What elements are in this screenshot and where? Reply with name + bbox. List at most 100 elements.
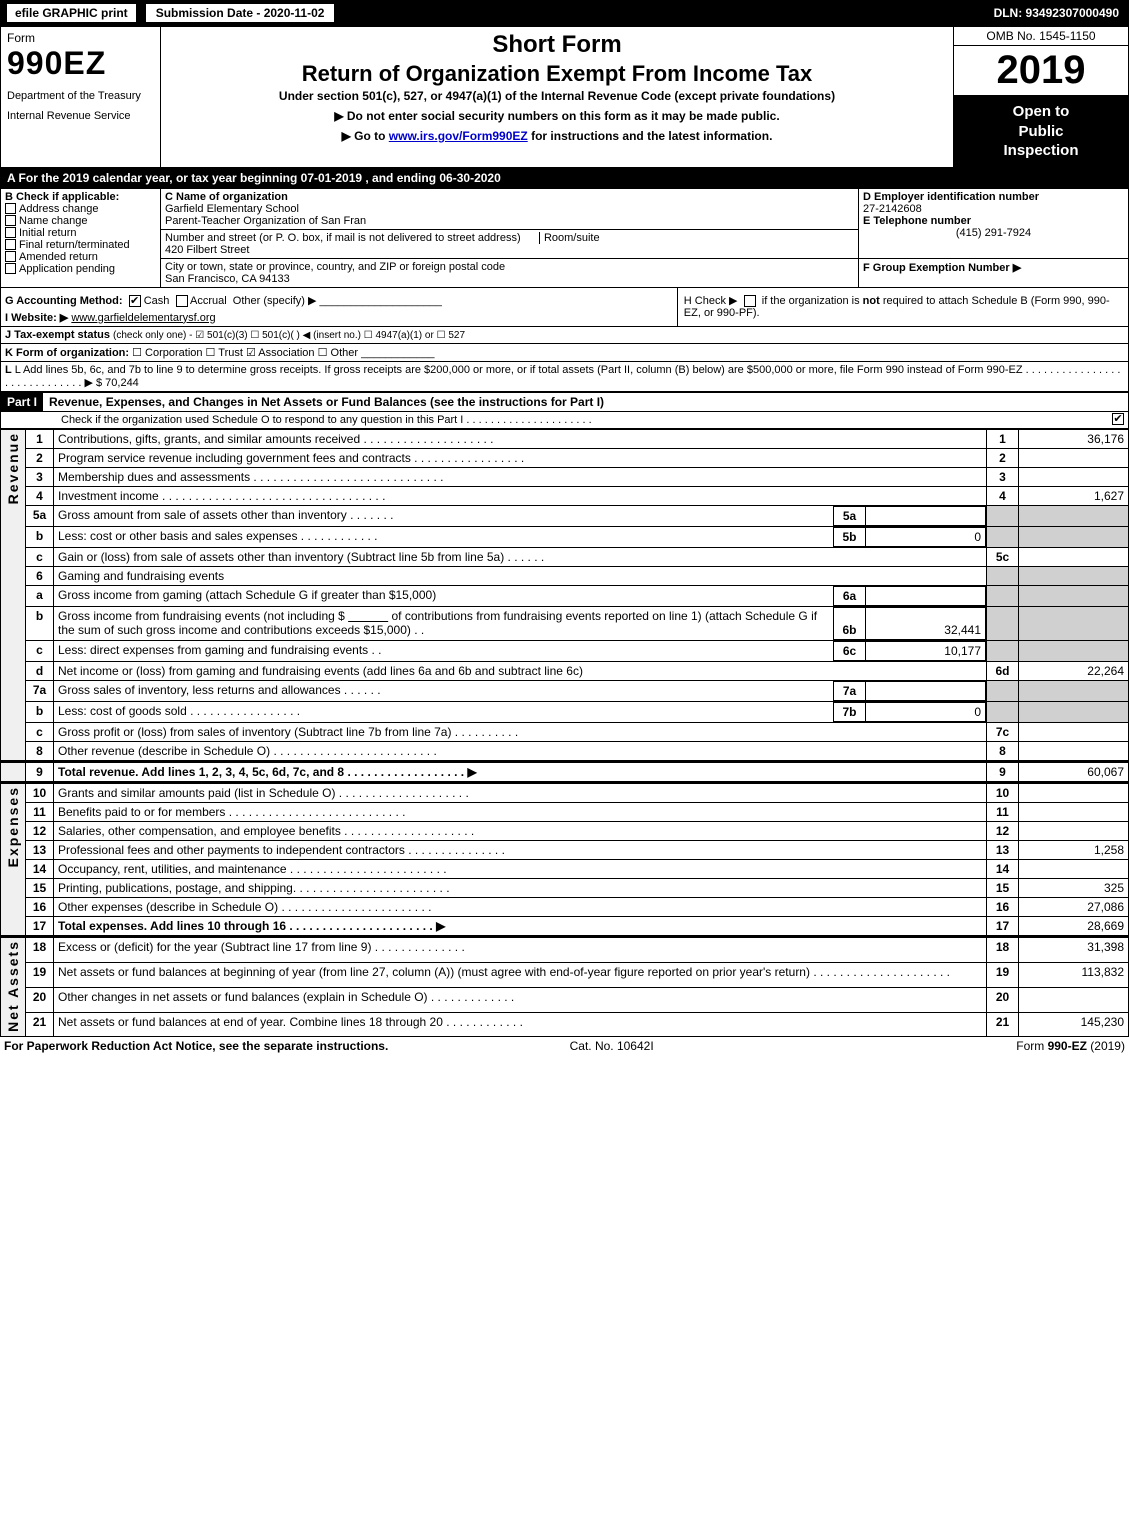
ein-value: 27-2142608 <box>863 203 922 215</box>
sv-6c: 10,177 <box>866 641 986 660</box>
dln-label: DLN: 93492307000490 <box>994 6 1127 20</box>
e-label: E Telephone number <box>863 215 971 227</box>
opt-address-change: Address change <box>19 203 99 215</box>
cell-7a: Gross sales of inventory, less returns a… <box>54 680 987 701</box>
lt-2: Program service revenue including govern… <box>54 448 987 467</box>
l-amount: 70,244 <box>105 377 139 389</box>
rn-10: 10 <box>987 782 1019 802</box>
phone-value: (415) 291-7924 <box>863 227 1124 239</box>
h-text1: H Check ▶ <box>684 295 738 307</box>
part1-tag: Part I <box>1 393 43 411</box>
ln-7c: c <box>26 722 54 741</box>
part1-schedule-o-checkbox[interactable] <box>1112 413 1124 425</box>
d-label: D Employer identification number <box>863 191 1039 203</box>
rn-2: 2 <box>987 448 1019 467</box>
ln-6c: c <box>26 640 54 661</box>
rn-20: 20 <box>987 987 1019 1012</box>
ln-8: 8 <box>26 741 54 761</box>
c-label: C Name of organization <box>165 191 288 203</box>
opt-name-change: Name change <box>19 215 88 227</box>
short-form-heading: Short Form <box>169 31 945 59</box>
checkbox-address-change[interactable] <box>5 203 16 214</box>
lt-5c: Gain or (loss) from sale of assets other… <box>54 547 987 566</box>
ln-2: 2 <box>26 448 54 467</box>
val-6d: 22,264 <box>1019 661 1129 680</box>
ln-7b: b <box>26 701 54 722</box>
val-18: 31,398 <box>1019 936 1129 962</box>
k-label: K Form of organization: <box>5 347 129 359</box>
lt-5a: Gross amount from sale of assets other t… <box>54 506 834 525</box>
cat-no: Cat. No. 10642I <box>570 1039 654 1053</box>
g-accrual: Accrual <box>190 295 227 307</box>
lines-g-through-l: G Accounting Method: Cash Accrual Other … <box>0 288 1129 392</box>
rn-21: 21 <box>987 1012 1019 1037</box>
checkbox-initial-return[interactable] <box>5 227 16 238</box>
form-id-cell: Form 990EZ Department of the Treasury In… <box>1 27 161 168</box>
lt-11: Benefits paid to or for members . . . . … <box>54 802 987 821</box>
ln-15: 15 <box>26 878 54 897</box>
form-header: Form 990EZ Department of the Treasury In… <box>0 26 1129 168</box>
lt-6d: Net income or (loss) from gaming and fun… <box>54 661 987 680</box>
l-text: L Add lines 5b, 6c, and 7b to line 9 to … <box>5 364 1120 389</box>
addr-label: Number and street (or P. O. box, if mail… <box>165 232 521 244</box>
rn-4: 4 <box>987 486 1019 505</box>
grey-6 <box>987 566 1019 585</box>
checkbox-final-return[interactable] <box>5 239 16 250</box>
sn-6a: 6a <box>834 586 866 605</box>
irs-link[interactable]: www.irs.gov/Form990EZ <box>389 129 528 143</box>
checkbox-application-pending[interactable] <box>5 263 16 274</box>
checkbox-cash[interactable] <box>129 295 141 307</box>
checkbox-accrual[interactable] <box>176 295 188 307</box>
ln-21: 21 <box>26 1012 54 1037</box>
val-12 <box>1019 821 1129 840</box>
form-no-foot: 990-EZ <box>1048 1039 1087 1053</box>
val-13: 1,258 <box>1019 840 1129 859</box>
checkbox-amended-return[interactable] <box>5 251 16 262</box>
lt-5b: Less: cost or other basis and sales expe… <box>54 527 834 546</box>
opt-final-return: Final return/terminated <box>19 239 130 251</box>
j-rest: (check only one) - ☑ 501(c)(3) ☐ 501(c)(… <box>113 330 465 341</box>
dept-irs: Internal Revenue Service <box>7 110 154 122</box>
g-cash: Cash <box>144 295 170 307</box>
page-footer: For Paperwork Reduction Act Notice, see … <box>0 1037 1129 1055</box>
efile-print-button[interactable]: efile GRAPHIC print <box>6 3 137 23</box>
rn-1: 1 <box>987 429 1019 448</box>
rn-17: 17 <box>987 916 1019 936</box>
ln-3: 3 <box>26 467 54 486</box>
rev-spacer <box>1 761 26 782</box>
lt-14: Occupancy, rent, utilities, and maintena… <box>54 859 987 878</box>
room-label: Room/suite <box>539 232 600 244</box>
ln-5b: b <box>26 526 54 547</box>
i-label: I Website: ▶ <box>5 312 68 324</box>
grey-6a <box>987 585 1019 606</box>
dept-treasury: Department of the Treasury <box>7 90 154 102</box>
lt-10: Grants and similar amounts paid (list in… <box>54 782 987 802</box>
lt-18: Excess or (deficit) for the year (Subtra… <box>54 936 987 962</box>
val-2 <box>1019 448 1129 467</box>
lt-17: Total expenses. Add lines 10 through 16 … <box>54 916 987 936</box>
org-name-2: Parent-Teacher Organization of San Fran <box>165 215 366 227</box>
g-label: G Accounting Method: <box>5 295 123 307</box>
website-link[interactable]: www.garfieldelementarysf.org <box>71 312 215 324</box>
checkbox-h[interactable] <box>744 295 756 307</box>
lt-15: Printing, publications, postage, and shi… <box>54 878 987 897</box>
opt-initial-return: Initial return <box>19 227 76 239</box>
val-7c <box>1019 722 1129 741</box>
greyv-5b <box>1019 526 1129 547</box>
omb-number: OMB No. 1545-1150 <box>954 27 1128 46</box>
j-label: J Tax-exempt status <box>5 329 110 341</box>
street-value: 420 Filbert Street <box>165 244 249 256</box>
city-value: San Francisco, CA 94133 <box>165 273 290 285</box>
h-text2: if the organization is <box>762 295 863 307</box>
val-14 <box>1019 859 1129 878</box>
netassets-section-label: Net Assets <box>1 936 26 1037</box>
rn-13: 13 <box>987 840 1019 859</box>
code-subhead: Under section 501(c), 527, or 4947(a)(1)… <box>169 89 945 103</box>
checkbox-name-change[interactable] <box>5 215 16 226</box>
city-label: City or town, state or province, country… <box>165 261 505 273</box>
ln-6a: a <box>26 585 54 606</box>
ln-11: 11 <box>26 802 54 821</box>
part1-header-row: Part I Revenue, Expenses, and Changes in… <box>0 392 1129 412</box>
sv-6a <box>866 586 986 605</box>
rn-14: 14 <box>987 859 1019 878</box>
